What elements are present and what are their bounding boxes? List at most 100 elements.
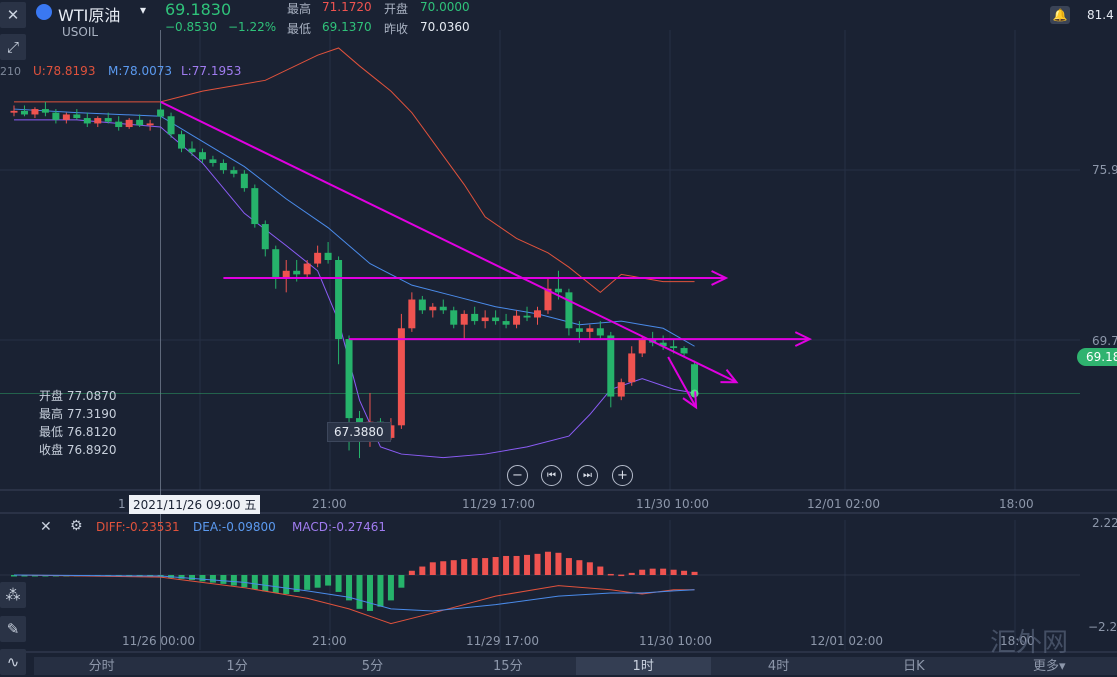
macd-bar	[272, 575, 279, 593]
macd-bar	[429, 562, 436, 575]
macd-bar	[398, 575, 405, 588]
ohlc-open: 开盘 77.0870	[39, 389, 117, 403]
prev-button[interactable]: ⏮	[541, 465, 562, 486]
candle-body	[178, 134, 186, 149]
macd-bar	[628, 572, 635, 575]
boll-middle-value: M:78.0073	[108, 64, 173, 78]
pen-tool-button[interactable]: ✎	[0, 616, 26, 642]
macd-settings-icon[interactable]: ⚙	[70, 518, 83, 534]
candle-body	[523, 315, 531, 318]
macd-bar	[524, 554, 531, 575]
candle-body	[31, 109, 39, 115]
candle-body	[418, 299, 426, 311]
macd-bar	[440, 561, 447, 575]
candle-body	[209, 159, 217, 163]
macd-bar	[366, 575, 373, 611]
candle-body	[492, 317, 500, 322]
candle-body	[460, 313, 468, 325]
time-tick-0: 1	[118, 497, 126, 511]
candle-body	[638, 339, 646, 354]
low-label: 最低	[287, 22, 312, 36]
tab-timeframe[interactable]: 1分	[226, 659, 248, 674]
bell-icon[interactable]: 🔔	[1050, 6, 1070, 24]
open-value: 70.0000	[420, 0, 470, 14]
candle-body	[544, 288, 552, 311]
macd-bar	[283, 575, 290, 595]
tab-timeframe[interactable]: 日K	[903, 659, 925, 674]
price-tick-high: 75.9	[1092, 163, 1117, 177]
pen-icon: ✎	[6, 620, 20, 638]
candle-body	[314, 252, 322, 264]
price-tick-low: 69.7	[1092, 334, 1117, 348]
candle-body	[261, 224, 269, 250]
close-button[interactable]: ✕	[0, 2, 26, 28]
candle-body	[670, 346, 678, 349]
macd-bar	[188, 575, 195, 581]
low-value: 69.1370	[322, 20, 372, 34]
candle-body	[94, 118, 102, 124]
tab-timeframe-more[interactable]: 更多▾	[1033, 659, 1066, 674]
time-tick-4: 12/01 02:00	[807, 497, 880, 511]
candle-body	[272, 249, 280, 278]
drawing-tool-button[interactable]: ⤢	[0, 34, 26, 60]
candle-body	[429, 306, 437, 311]
macd-bar	[670, 569, 677, 575]
chevron-down-icon[interactable]: ▾	[140, 3, 147, 17]
macd-close-icon[interactable]: ✕	[40, 519, 52, 535]
macd-bar	[377, 575, 384, 607]
macd-bar	[681, 570, 688, 575]
candle-body	[607, 335, 615, 397]
macd-bar	[450, 560, 457, 575]
candle-body	[575, 328, 583, 332]
macd-time-tick-5: 18:00	[1000, 634, 1035, 648]
candle-body	[335, 260, 343, 340]
symbol-name[interactable]: WTI原油	[58, 6, 121, 25]
boll-upper-value: U:78.8193	[33, 64, 96, 78]
macd-bar	[11, 575, 17, 577]
macd-time-tick-3: 11/30 10:00	[639, 634, 712, 648]
next-button[interactable]: ⏭	[577, 465, 598, 486]
tab-timeframe[interactable]: 15分	[493, 659, 523, 674]
macd-bar	[335, 575, 342, 592]
macd-bar	[597, 566, 604, 575]
candle-body	[450, 310, 458, 325]
macd-time-tick-2: 11/29 17:00	[466, 634, 539, 648]
tab-timeframe[interactable]: 5分	[361, 659, 384, 674]
macd-bar	[21, 575, 28, 577]
time-tick-5: 18:00	[999, 497, 1034, 511]
candle-body	[282, 270, 290, 278]
tab-timeframe[interactable]: 分时	[88, 659, 115, 674]
candle-body	[471, 313, 479, 322]
macd-bar	[209, 575, 216, 583]
line-tool-button[interactable]: ∿	[0, 649, 26, 675]
macd-bar	[230, 575, 237, 586]
macd-bar	[346, 575, 353, 601]
down-arrow	[667, 356, 697, 408]
macd-diff-value: DIFF:-0.23531	[96, 520, 180, 534]
macd-bar	[492, 557, 499, 575]
symbol-logo-icon	[36, 4, 52, 20]
macd-bar	[482, 558, 489, 575]
candle-body	[104, 118, 112, 122]
time-tick-1: 21:00	[312, 497, 347, 511]
zoom-out-button[interactable]: −	[507, 465, 528, 486]
candle-body	[125, 119, 133, 128]
macd-bar	[419, 566, 426, 575]
tab-timeframe[interactable]: 4时	[767, 659, 790, 674]
candle-body	[596, 328, 604, 336]
macd-bar	[649, 568, 656, 575]
candle-body	[293, 270, 301, 275]
macd-value: MACD:-0.27461	[292, 520, 386, 534]
candle-body	[554, 288, 562, 293]
time-tick-3: 11/30 10:00	[636, 497, 709, 511]
indicator-button[interactable]: ⁂	[0, 582, 26, 608]
candle-body	[83, 118, 91, 124]
prev-close-label: 昨收	[384, 22, 409, 36]
candle-body	[198, 152, 206, 160]
zoom-in-button[interactable]: +	[612, 465, 633, 486]
trendline-arrow	[711, 270, 729, 286]
tab-timeframe-active[interactable]: 1时	[575, 657, 711, 675]
macd-tick-bottom: −2.22	[1088, 620, 1117, 634]
